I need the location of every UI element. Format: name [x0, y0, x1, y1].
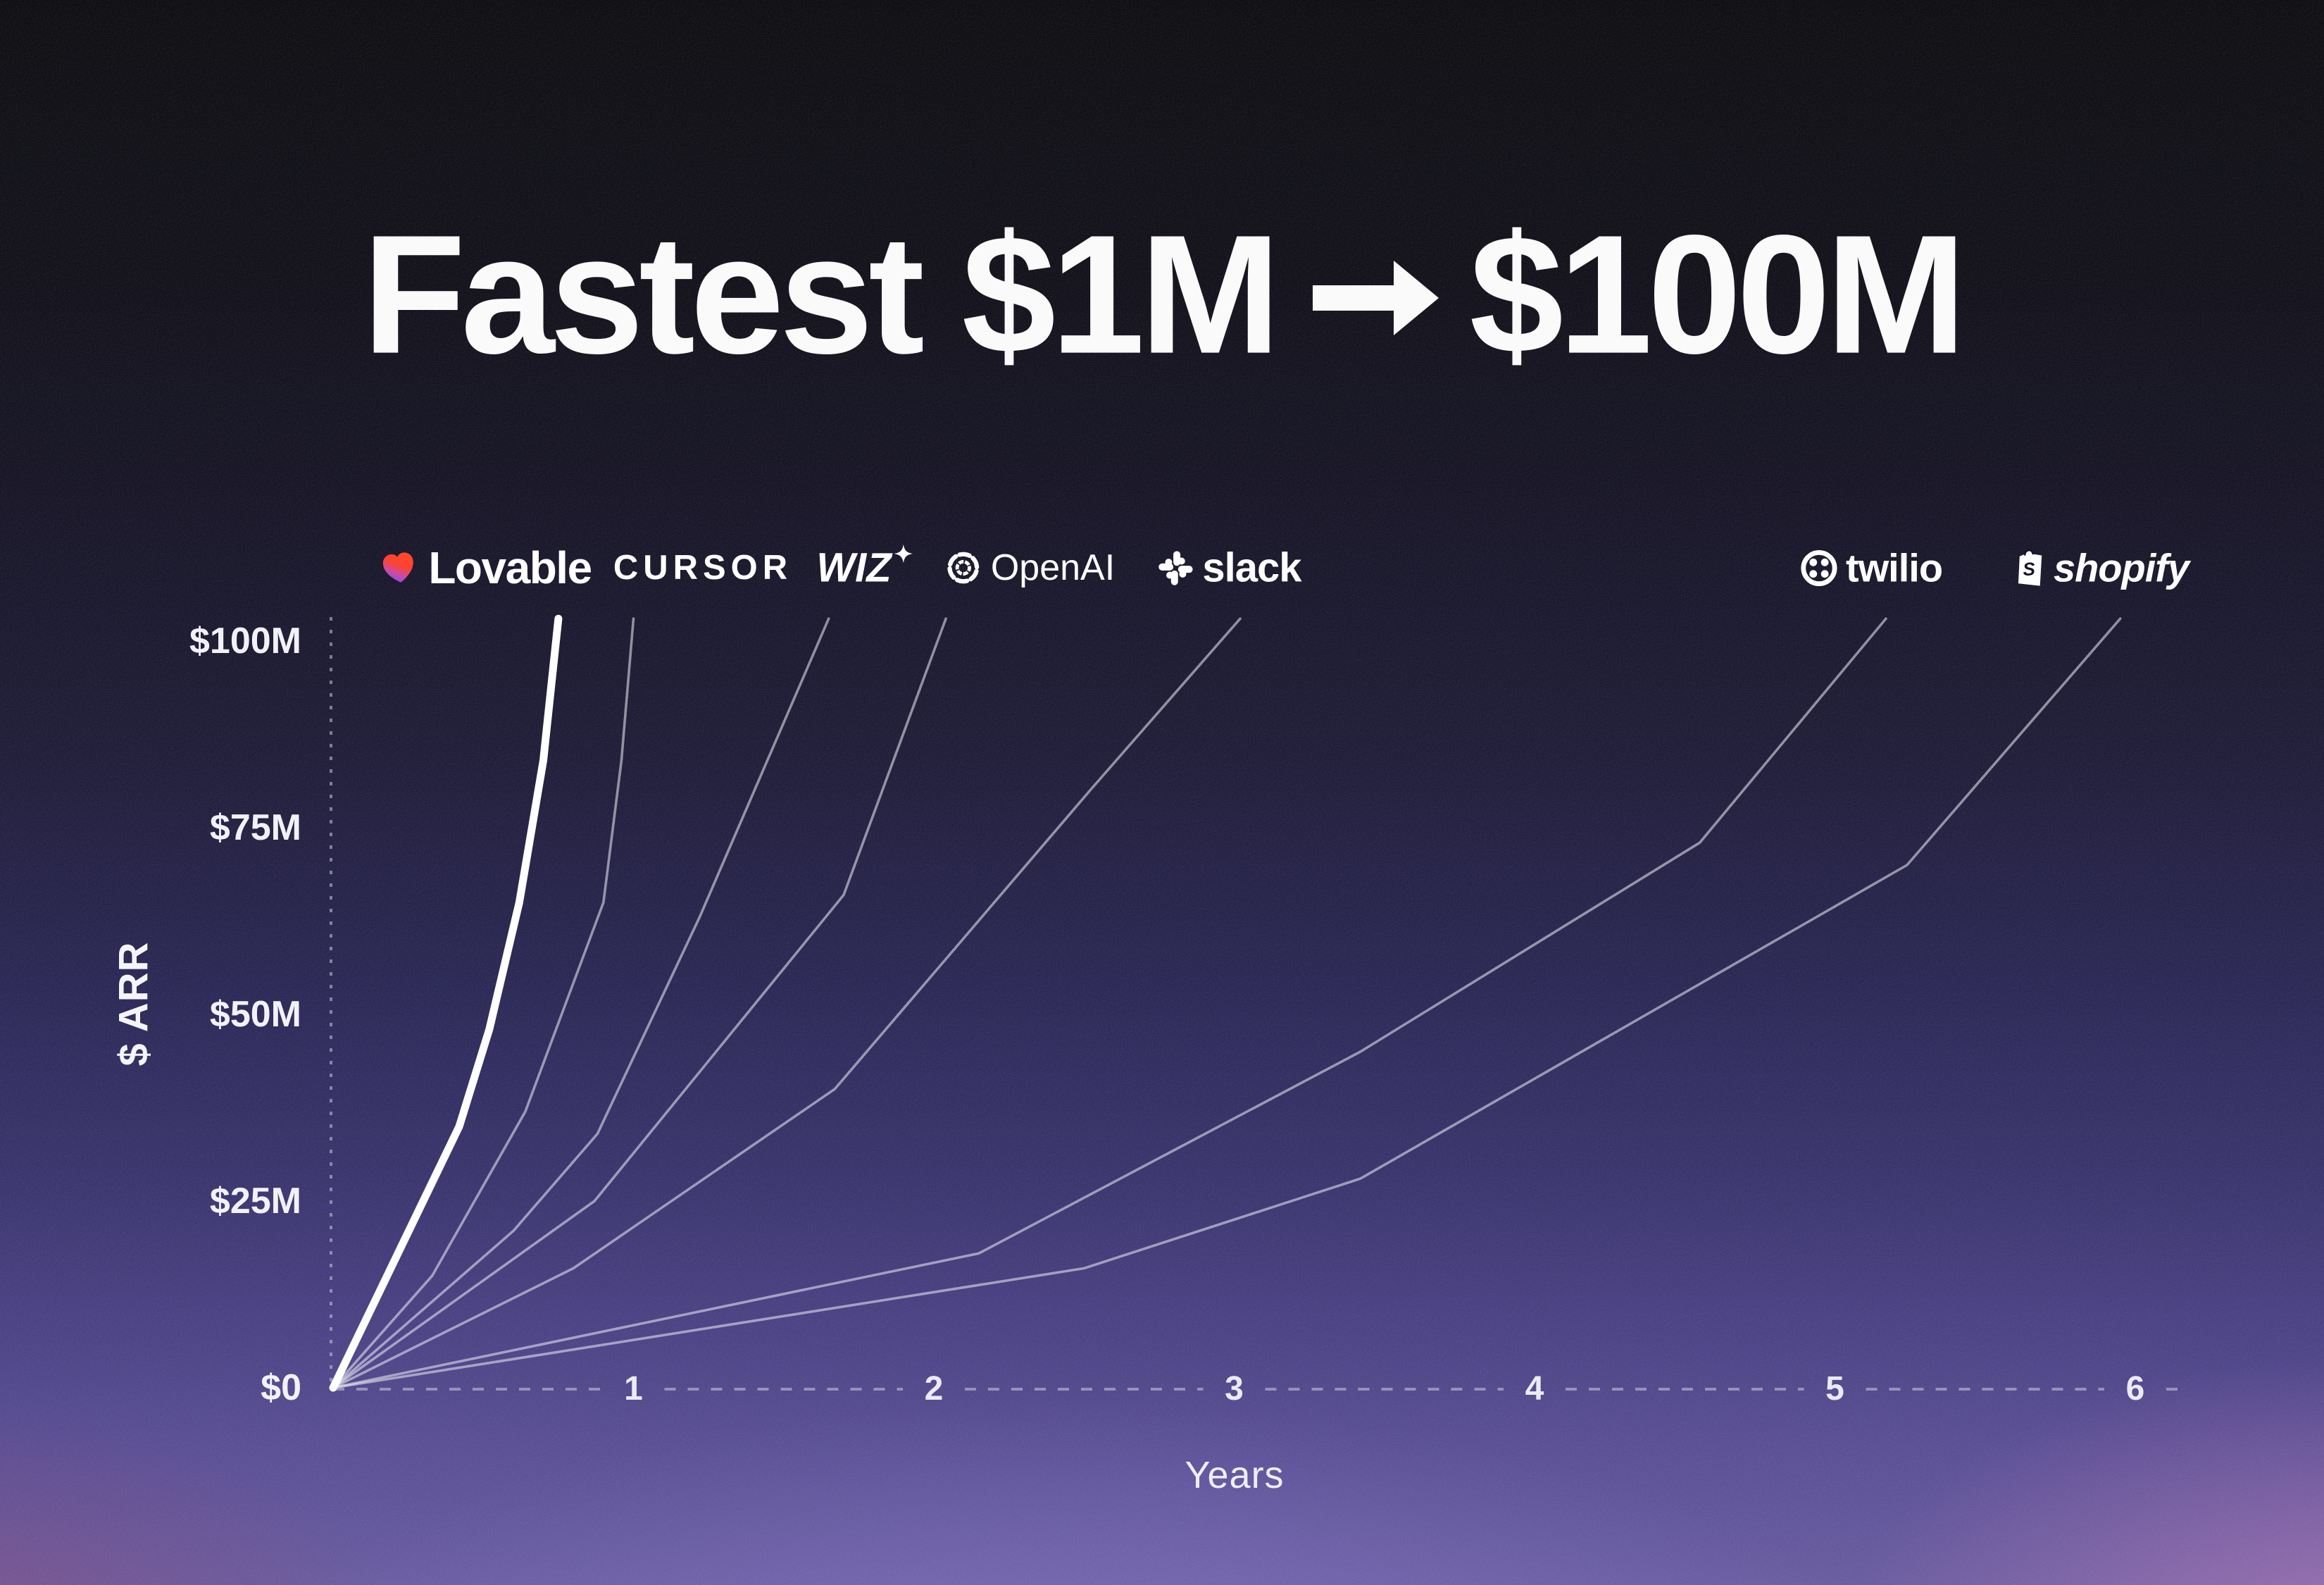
right-arrow-icon [1312, 200, 1439, 369]
x-tick-label: 5 [1825, 1370, 1844, 1407]
lovable-heart-icon [380, 549, 417, 586]
x-tick-label: 2 [924, 1370, 944, 1407]
wiz-sparkle-icon [894, 544, 913, 564]
logo-text-shopify: shopify [2053, 545, 2189, 590]
x-axis-title: Years [1185, 1454, 1285, 1496]
x-tick-label: 4 [1525, 1370, 1544, 1407]
logo-text-wiz: WIZ [816, 545, 892, 591]
logo-text-slack: slack [1202, 545, 1301, 591]
openai-icon [944, 549, 982, 587]
series-line-wiz [332, 617, 830, 1389]
slack-icon [1158, 550, 1193, 585]
x-tick-label: 6 [2125, 1370, 2145, 1407]
logo-wiz: WIZ [816, 544, 913, 592]
page-title: Fastest $1M $100M [0, 196, 2324, 379]
title-prefix: Fastest $1M [362, 199, 1281, 389]
y-tick-label: $100M [189, 621, 301, 661]
y-tick-label: $75M [209, 807, 301, 848]
shopify-bag-icon: S [2013, 548, 2048, 588]
x-tick-label: 3 [1225, 1370, 1244, 1407]
logo-slack: slack [1158, 545, 1302, 592]
y-tick-label: $50M [209, 994, 301, 1035]
series-line-twilio [332, 617, 1887, 1389]
series-line-cursor [332, 617, 635, 1389]
logo-text-cursor: CURSOR [613, 549, 793, 587]
logo-text-twilio: twilio [1845, 545, 1943, 590]
svg-text:S: S [2022, 558, 2036, 580]
series-line-openai [332, 617, 947, 1389]
x-tick-label: 1 [624, 1370, 643, 1407]
logo-twilio: twilio [1800, 545, 1943, 591]
series-line-shopify [332, 617, 2122, 1389]
series-line-slack [332, 617, 1242, 1389]
y-tick-label: $0 [261, 1367, 301, 1408]
logo-openai: OpenAI [944, 547, 1115, 589]
logo-cursor: CURSOR [613, 548, 792, 588]
y-tick-label: $25M [209, 1181, 301, 1222]
logo-text-openai: OpenAI [990, 547, 1116, 588]
twilio-icon [1800, 549, 1838, 587]
series-line-lovable [329, 614, 563, 1392]
logo-lovable: Lovable [380, 542, 592, 594]
title-suffix: $100M [1469, 199, 1967, 389]
logo-text-lovable: Lovable [428, 542, 592, 593]
